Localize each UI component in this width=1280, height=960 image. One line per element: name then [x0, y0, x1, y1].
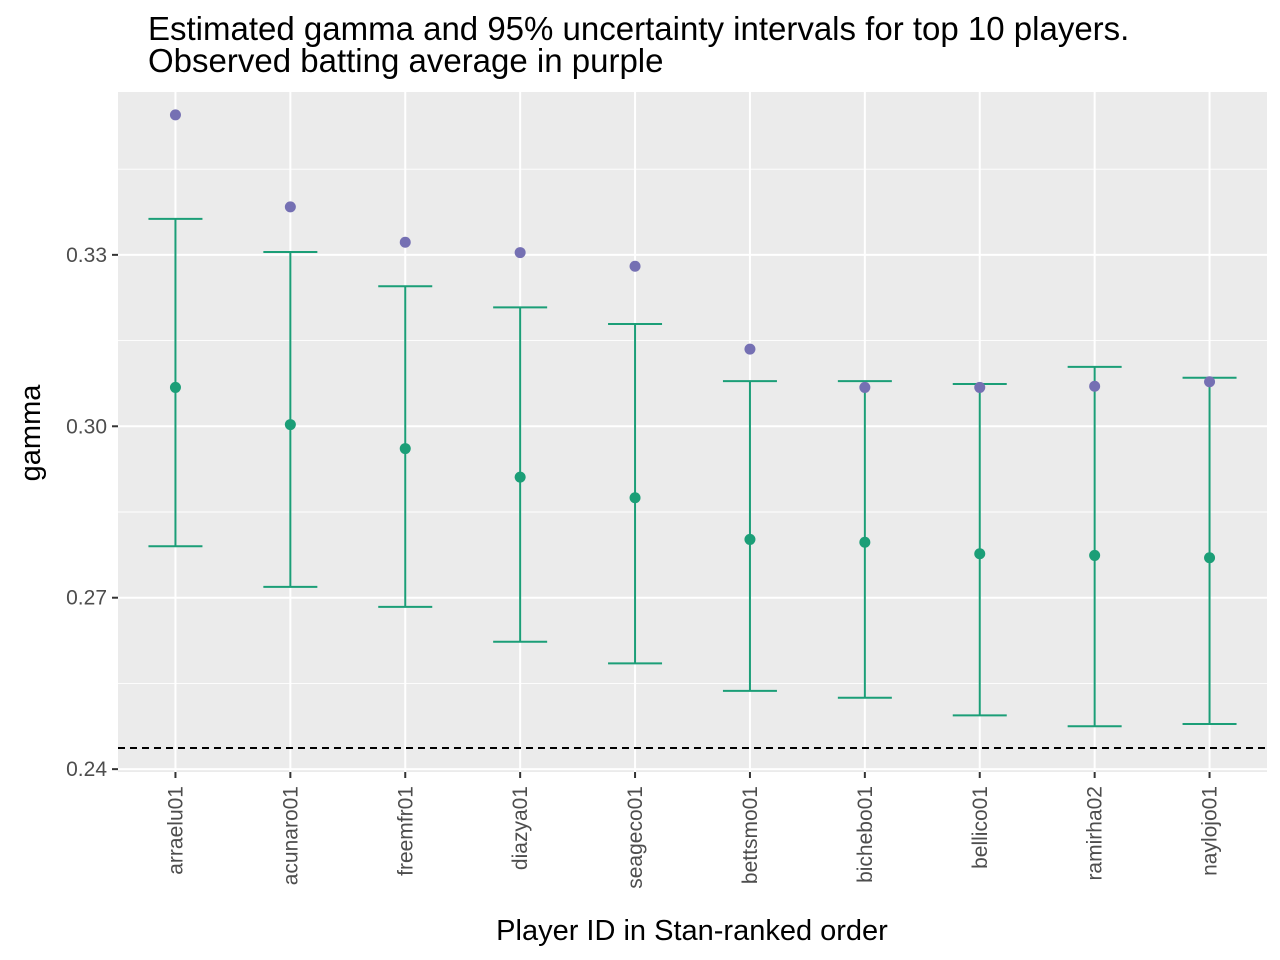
y-tick-label: 0.27 [66, 587, 107, 610]
observed-points [169, 109, 1216, 393]
estimate-point [284, 419, 296, 431]
estimate-point [1204, 552, 1216, 564]
y-tick-label: 0.30 [66, 415, 107, 438]
x-tick-label: freemfr01 [394, 786, 417, 876]
plot-panel [118, 92, 1267, 772]
y-axis: 0.24 0.27 0.30 0.33 [66, 244, 118, 781]
y-tick-label: 0.33 [66, 244, 107, 267]
estimate-point [399, 443, 411, 455]
x-tick-label: diazya01 [509, 786, 532, 870]
observed-point [169, 109, 181, 121]
estimate-points [169, 381, 1216, 564]
estimate-point [1089, 549, 1101, 561]
estimate-point [744, 533, 756, 545]
observed-point [399, 236, 411, 248]
x-axis-title: Player ID in Stan-ranked order [496, 915, 888, 947]
observed-point [514, 247, 526, 259]
y-tick-label: 0.24 [66, 758, 107, 781]
observed-point [1204, 376, 1216, 388]
observed-point [284, 201, 296, 213]
observed-point [974, 381, 986, 393]
estimate-point [629, 492, 641, 504]
estimate-point [169, 381, 181, 393]
observed-point [859, 381, 871, 393]
y-axis-title: gamma [15, 384, 47, 482]
x-tick-label: arraelu01 [164, 786, 187, 875]
observed-point [1089, 380, 1101, 392]
x-tick-label: bichebo01 [854, 786, 877, 883]
chart-subtitle: Observed batting average in purple [148, 42, 664, 79]
x-tick-label: naylojo01 [1199, 786, 1222, 876]
observed-point [629, 260, 641, 272]
observed-point [744, 343, 756, 355]
estimate-point [514, 471, 526, 483]
chart-title: Estimated gamma and 95% uncertainty inte… [148, 10, 1129, 47]
estimate-point [859, 536, 871, 548]
x-tick-label: seageco01 [624, 786, 647, 889]
x-tick-label: acunaro01 [279, 786, 302, 885]
x-tick-label: ramirha02 [1084, 786, 1107, 881]
estimate-point [974, 548, 986, 560]
x-axis: arraelu01 acunaro01 freemfr01 diazya01 seage… [164, 772, 1222, 889]
x-tick-label: bettsmo01 [739, 786, 762, 884]
x-tick-label: bellico01 [969, 786, 992, 869]
